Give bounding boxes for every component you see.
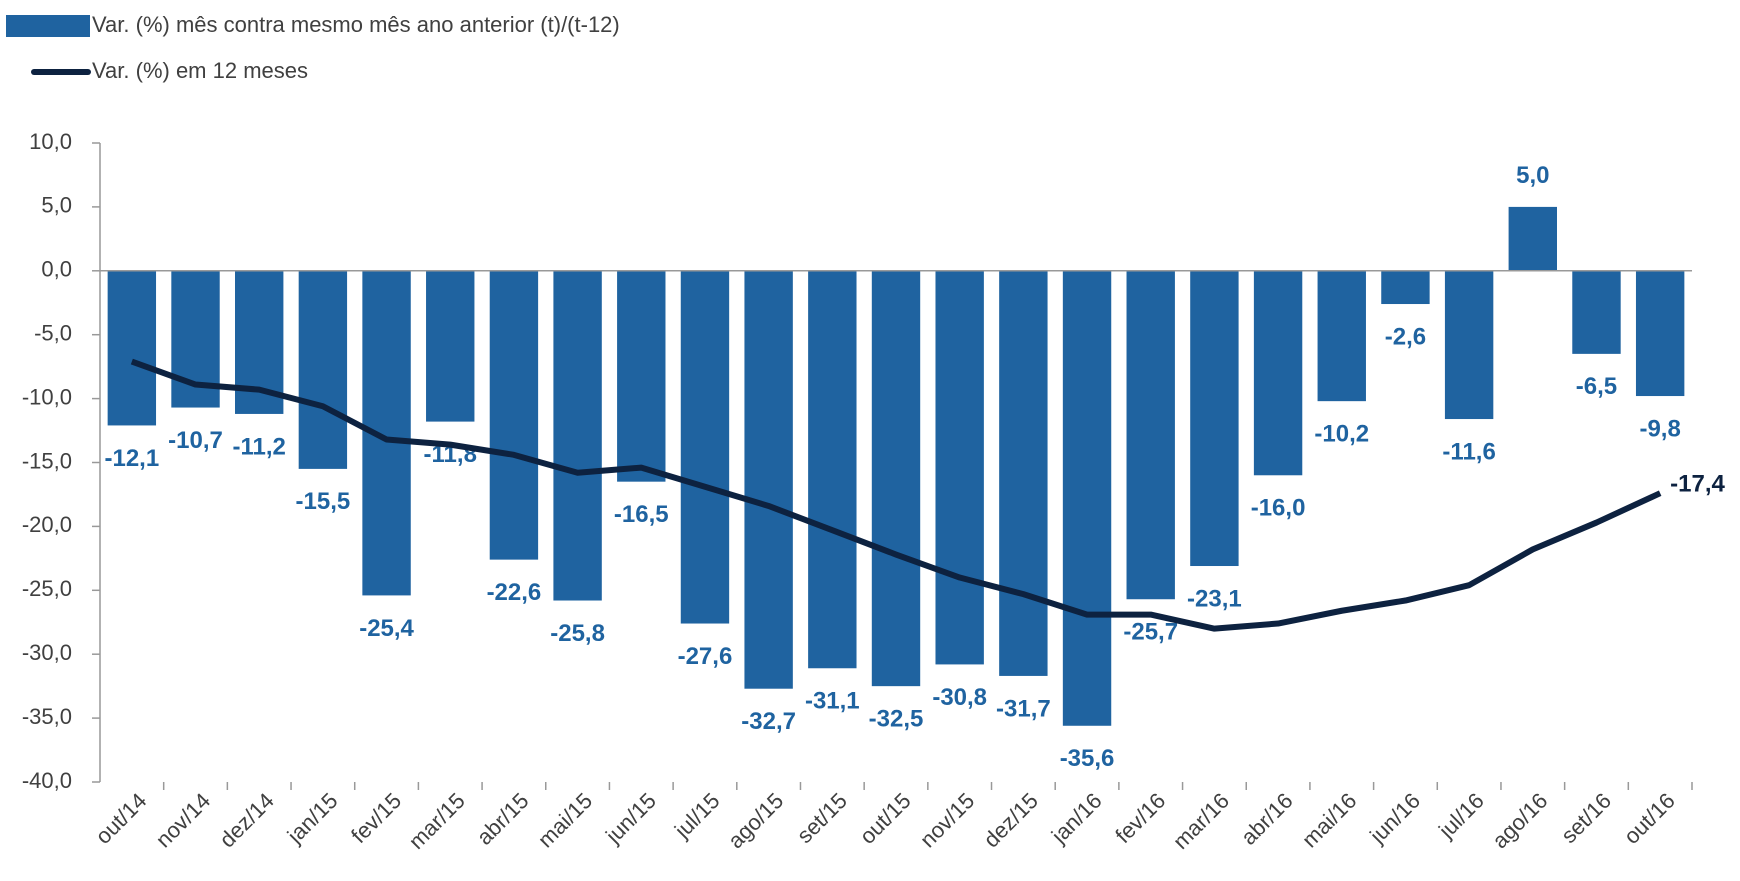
bar bbox=[1253, 270, 1303, 476]
x-tick-label: ago/16 bbox=[1487, 788, 1552, 853]
y-tick-label: -10,0 bbox=[22, 384, 72, 409]
bar-value-label: -32,5 bbox=[869, 705, 924, 732]
bar bbox=[935, 270, 984, 665]
bar-value-label: -32,7 bbox=[741, 708, 796, 735]
bar bbox=[1381, 270, 1430, 305]
legend-swatch bbox=[6, 15, 90, 37]
bar bbox=[617, 270, 666, 482]
y-tick-label: -5,0 bbox=[34, 321, 72, 346]
bar-value-label: -22,6 bbox=[487, 579, 542, 606]
x-tick-label: jul/15 bbox=[669, 788, 725, 844]
x-tick-label: jun/15 bbox=[600, 788, 661, 849]
bar-value-label: -30,8 bbox=[932, 684, 987, 711]
x-tick-label: set/15 bbox=[792, 788, 852, 848]
bar-value-label: -31,7 bbox=[996, 695, 1051, 722]
bar bbox=[298, 270, 348, 469]
bar-value-label: -11,6 bbox=[1442, 438, 1495, 465]
x-tick-label: mar/15 bbox=[404, 788, 470, 854]
bar bbox=[1572, 270, 1621, 354]
bar bbox=[1444, 270, 1494, 420]
y-tick-label: 5,0 bbox=[41, 193, 72, 218]
bar bbox=[426, 270, 475, 422]
x-tick-label: jul/16 bbox=[1433, 788, 1489, 844]
bar-value-label: -35,6 bbox=[1060, 745, 1115, 772]
bar-value-label: -25,7 bbox=[1123, 619, 1178, 646]
bar-value-label: -2,6 bbox=[1385, 323, 1426, 350]
y-tick-label: -30,0 bbox=[22, 640, 72, 665]
bar bbox=[1508, 206, 1557, 271]
bar bbox=[1317, 270, 1366, 402]
x-tick-label: set/16 bbox=[1556, 788, 1616, 848]
x-tick-label: ago/15 bbox=[723, 788, 788, 853]
x-tick-label: out/16 bbox=[1619, 788, 1680, 849]
legend-label: Var. (%) mês contra mesmo mês ano anteri… bbox=[92, 12, 620, 37]
bar bbox=[1126, 270, 1175, 600]
x-tick-label: nov/14 bbox=[151, 788, 215, 852]
x-tick-label: abr/15 bbox=[472, 788, 534, 850]
line-value-label: -17,4 bbox=[1670, 471, 1725, 498]
y-tick-label: -15,0 bbox=[22, 448, 72, 473]
x-tick-label: mai/16 bbox=[1297, 788, 1361, 852]
x-tick-label: abr/16 bbox=[1236, 788, 1298, 850]
bar-value-label: -10,2 bbox=[1314, 420, 1369, 447]
bar bbox=[1062, 270, 1112, 726]
bar-value-label: 5,0 bbox=[1516, 162, 1549, 189]
y-tick-label: 10,0 bbox=[29, 129, 72, 154]
bar-value-label: -27,6 bbox=[678, 643, 733, 670]
bar-value-label: -16,0 bbox=[1251, 495, 1306, 522]
bar-value-label: -10,7 bbox=[168, 427, 223, 454]
bar bbox=[808, 270, 857, 669]
bar bbox=[489, 270, 539, 560]
x-tick-label: dez/14 bbox=[214, 788, 278, 852]
bar-value-label: -31,1 bbox=[805, 688, 860, 715]
x-tick-label: fev/16 bbox=[1110, 788, 1170, 848]
x-tick-label: jan/16 bbox=[1046, 788, 1107, 849]
y-tick-label: 0,0 bbox=[41, 257, 72, 282]
x-tick-label: jun/16 bbox=[1364, 788, 1425, 849]
x-tick-label: out/15 bbox=[855, 788, 916, 849]
bar bbox=[107, 270, 157, 426]
x-tick-label: dez/15 bbox=[979, 788, 1043, 852]
bar-value-label: -9,8 bbox=[1639, 415, 1680, 442]
y-tick-label: -40,0 bbox=[22, 768, 72, 793]
x-tick-label: fev/15 bbox=[346, 788, 406, 848]
bar bbox=[999, 270, 1048, 676]
y-tick-label: -20,0 bbox=[22, 512, 72, 537]
y-tick-label: -35,0 bbox=[22, 704, 72, 729]
x-tick-label: out/14 bbox=[91, 788, 152, 849]
line bbox=[130, 358, 1662, 632]
x-tick-label: jan/15 bbox=[282, 788, 343, 849]
bar-value-label: -25,4 bbox=[359, 615, 414, 642]
bar bbox=[744, 270, 793, 689]
x-tick-label: mai/15 bbox=[533, 788, 597, 852]
legend-label: Var. (%) em 12 meses bbox=[92, 58, 308, 83]
bar-value-label: -12,1 bbox=[104, 445, 159, 472]
bar bbox=[871, 270, 921, 687]
bar bbox=[680, 270, 730, 624]
y-tick-label: -25,0 bbox=[22, 576, 72, 601]
x-tick-label: nov/15 bbox=[915, 788, 979, 852]
bar-value-label: -25,8 bbox=[550, 620, 605, 647]
bar-value-label: -16,5 bbox=[614, 501, 669, 528]
bar bbox=[1190, 270, 1239, 567]
bar-value-label: -23,1 bbox=[1187, 585, 1242, 612]
bar bbox=[553, 270, 602, 601]
bar-value-label: -15,5 bbox=[296, 488, 351, 515]
x-tick-label: mar/16 bbox=[1168, 788, 1234, 854]
bar bbox=[1635, 270, 1685, 397]
bar-value-label: -6,5 bbox=[1576, 373, 1617, 400]
bar-value-label: -11,2 bbox=[233, 433, 286, 460]
